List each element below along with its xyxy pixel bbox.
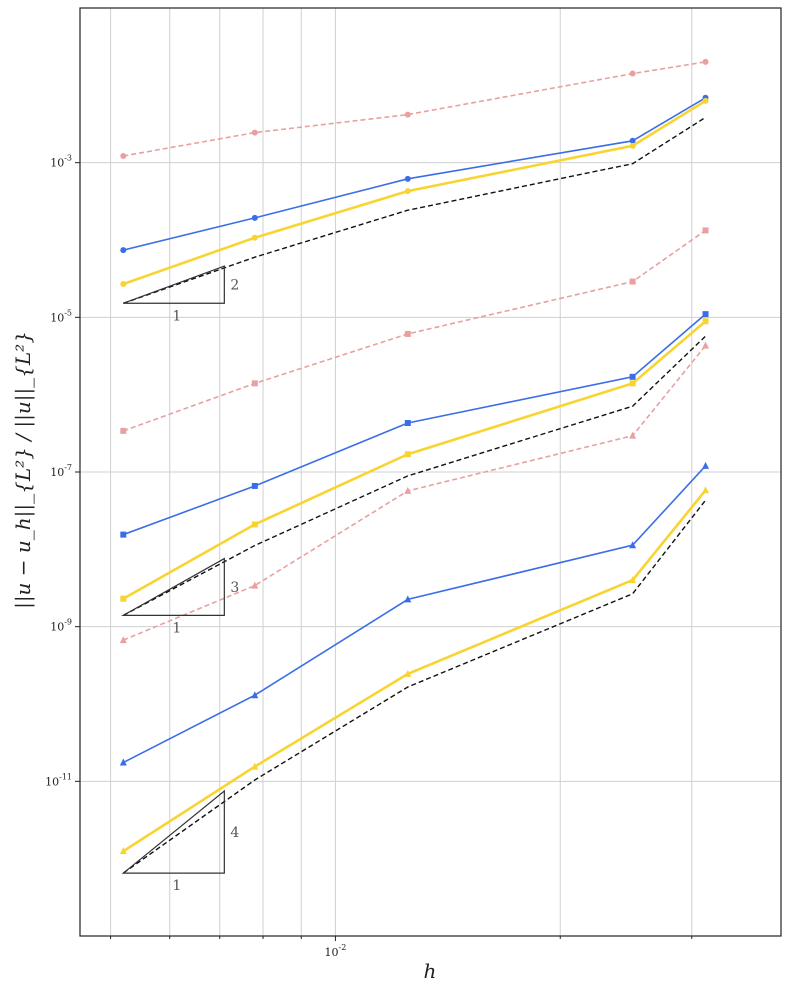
data-point — [404, 451, 411, 458]
data-point — [702, 311, 709, 318]
series-line-k2-blue — [123, 313, 707, 536]
series-k3-slope — [122, 499, 707, 874]
slope-order-label: 2 — [230, 278, 239, 294]
series-line-k3-slope — [122, 499, 707, 874]
data-point — [629, 137, 636, 144]
series-k2-blue — [120, 311, 709, 538]
x-tick-label: 10-2 — [325, 943, 347, 959]
y-tick-label: 10-5 — [50, 308, 72, 324]
series-k3-yellow — [119, 486, 710, 855]
data-point — [629, 142, 636, 149]
data-point — [629, 431, 637, 439]
data-point — [119, 636, 127, 644]
y-axis-label: ||u − u_h||_{L²} / ||u||_{L²} — [11, 331, 36, 609]
data-point — [251, 762, 259, 770]
grid-layer — [80, 8, 781, 936]
y-tick-label: 10-7 — [50, 463, 72, 479]
series-line-k3-blue — [122, 465, 707, 764]
data-point — [120, 152, 127, 159]
data-point — [702, 58, 709, 65]
data-point — [251, 691, 259, 699]
data-point — [120, 595, 127, 602]
data-point — [119, 758, 127, 766]
data-point — [120, 531, 127, 538]
slope-base-label: 1 — [172, 620, 181, 636]
series-k2-ref — [120, 227, 709, 434]
data-point — [629, 541, 637, 549]
data-point — [629, 70, 636, 77]
series-k3-blue — [119, 461, 710, 766]
series-line-k1-yellow — [122, 99, 707, 286]
data-point — [251, 214, 258, 221]
series-k2-yellow — [120, 318, 709, 602]
series-line-k3-yellow — [122, 489, 707, 853]
series-line-k1-slope — [123, 116, 706, 304]
series-k1-blue — [120, 94, 709, 254]
data-point — [404, 595, 412, 603]
data-point — [120, 280, 127, 287]
data-point — [629, 576, 637, 584]
series-line-k2-ref-tri — [122, 345, 707, 641]
series-k1-slope — [123, 116, 706, 304]
series-line-k1-blue — [123, 97, 706, 251]
data-point — [404, 420, 411, 427]
data-point — [629, 380, 636, 387]
series-k1-ref — [120, 58, 709, 159]
series-k1-yellow — [120, 97, 709, 287]
data-point — [702, 486, 710, 494]
series-line-k2-ref — [123, 229, 706, 432]
series-k2-ref-tri — [119, 341, 710, 644]
data-point — [119, 847, 127, 855]
slope-base-label: 1 — [172, 308, 181, 324]
series-line-k2-yellow — [122, 320, 707, 600]
slope-triangle-shape — [123, 265, 225, 304]
slope-triangle-1: 21 — [123, 265, 239, 324]
data-point — [702, 461, 710, 469]
y-tick-label: 10-11 — [45, 772, 72, 788]
series-k2-slope — [122, 335, 706, 617]
x-axis-label: h — [424, 959, 437, 983]
data-point — [404, 330, 411, 337]
data-point — [251, 521, 258, 528]
slope-base-label: 1 — [172, 878, 181, 894]
data-point — [251, 129, 258, 136]
slope-order-label: 4 — [230, 825, 239, 841]
series-line-k1-ref — [123, 61, 706, 157]
slope-triangle-shape — [121, 789, 225, 874]
data-point — [251, 482, 258, 489]
data-point — [404, 486, 412, 494]
data-point — [702, 97, 709, 104]
series-layer — [119, 58, 710, 874]
slope-triangle-shape — [121, 557, 225, 616]
data-point — [629, 278, 636, 285]
slope-triangle-2: 31 — [121, 557, 239, 636]
data-point — [404, 188, 411, 195]
data-point — [120, 247, 127, 254]
data-point — [404, 111, 411, 118]
y-tick-label: 10-9 — [50, 618, 72, 634]
data-point — [120, 427, 127, 434]
data-point — [702, 318, 709, 325]
y-tick-label: 10-3 — [50, 154, 72, 170]
slope-triangle-3: 41 — [121, 789, 239, 894]
data-point — [702, 227, 709, 234]
data-point — [251, 380, 258, 387]
ticks-layer: 10-3 10-5 10-7 10-9 10-11 10-2 — [45, 154, 693, 959]
data-point — [251, 234, 258, 241]
data-point — [251, 581, 259, 589]
data-point — [404, 669, 412, 677]
series-line-k2-slope — [122, 335, 706, 617]
slope-order-label: 3 — [230, 580, 239, 596]
data-point — [629, 373, 636, 380]
data-point — [404, 175, 411, 182]
data-point — [702, 341, 710, 349]
